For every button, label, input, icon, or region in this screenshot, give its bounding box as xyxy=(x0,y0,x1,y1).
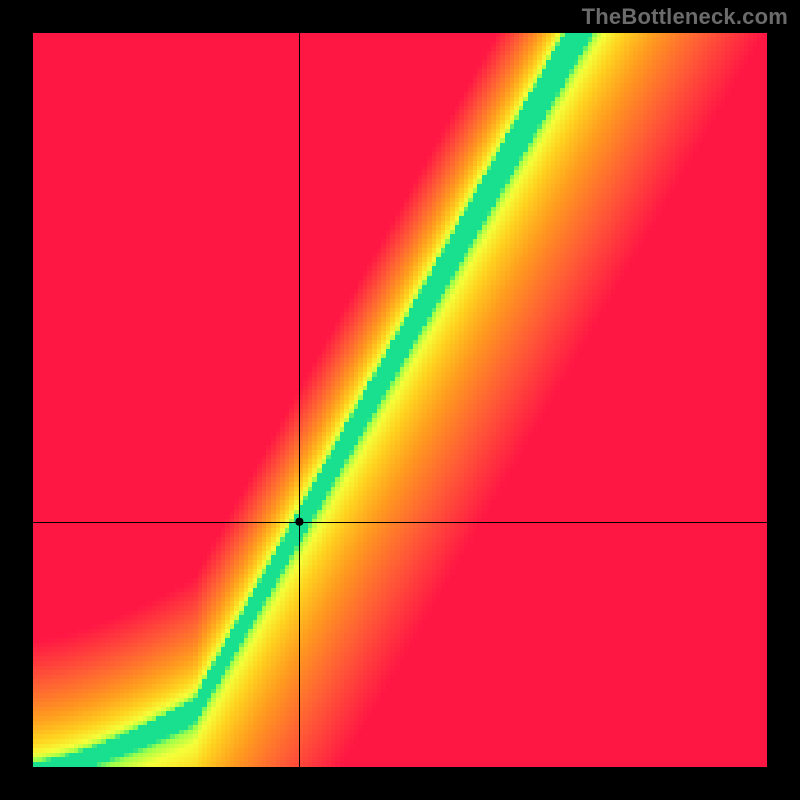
watermark-text: TheBottleneck.com xyxy=(582,4,788,30)
bottleneck-heatmap xyxy=(0,0,800,800)
